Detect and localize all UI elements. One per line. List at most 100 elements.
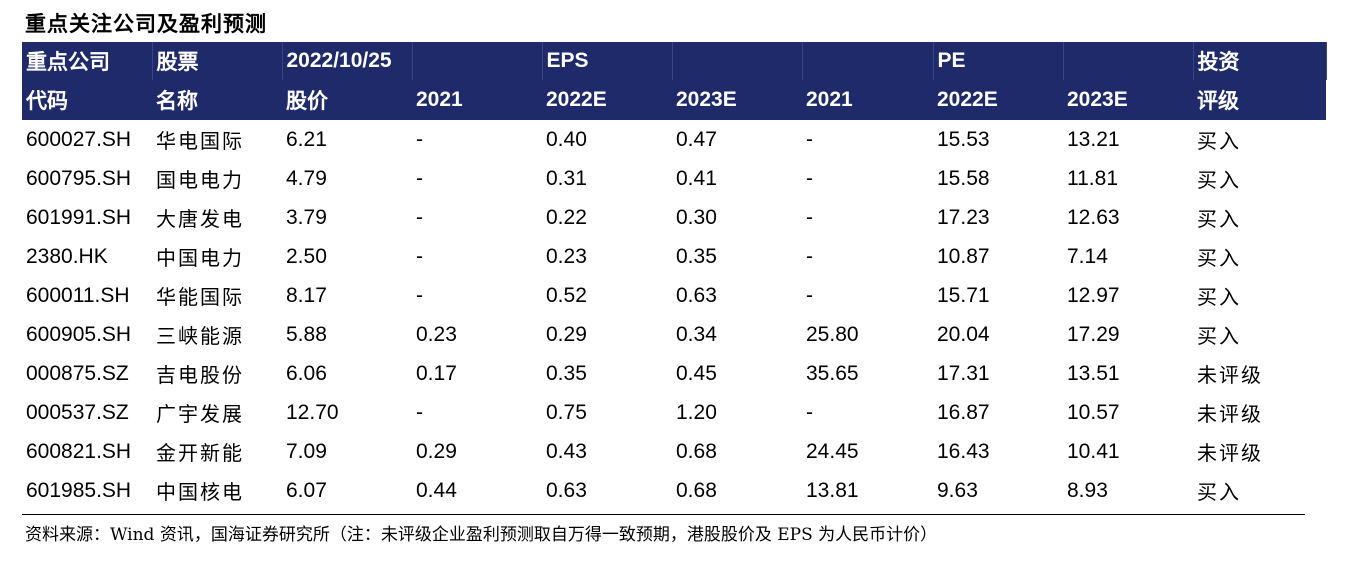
cell-eps-2023e: 0.35	[676, 244, 717, 268]
cell-price: 4.79	[286, 166, 327, 190]
cell-eps-2023e: 0.41	[676, 166, 717, 190]
cell-pe-2023e: 10.41	[1067, 439, 1120, 463]
source-note: 资料来源：Wind 资讯，国海证券研究所（注：未评级企业盈利预测取自万得一致预期…	[25, 525, 938, 545]
cell-name: 大唐发电	[156, 207, 244, 231]
cell-pe-2022e: 17.31	[937, 361, 990, 385]
cell-pe-2022e: 10.87	[937, 244, 990, 268]
cell-price: 6.07	[286, 478, 327, 502]
table-row: 000875.SZ 吉电股份 6.06 0.17 0.35 0.45 35.65 17.31 1…	[22, 354, 1326, 393]
cell-price: 6.06	[286, 361, 327, 385]
table-row: 2380.HK 中国电力 2.50 - 0.23 0.35 - 10.87 7.14 买入	[22, 237, 1326, 276]
cell-code: 2380.HK	[26, 244, 108, 268]
header-cell-rating: 评级	[1193, 80, 1326, 120]
cell-rating: 买入	[1197, 246, 1241, 270]
cell-pe-2021: -	[806, 166, 813, 190]
table-row: 600011.SH 华能国际 8.17 - 0.52 0.63 - 15.71 12.97 买入	[22, 276, 1326, 315]
cell-eps-2023e: 0.63	[676, 283, 717, 307]
cell-pe-2023e: 8.93	[1067, 478, 1108, 502]
cell-price: 6.21	[286, 127, 327, 151]
page-title: 重点关注公司及盈利预测	[25, 12, 267, 36]
header-cell-pe-2022e: 2022E	[933, 80, 1063, 120]
cell-pe-2021: 13.81	[806, 478, 859, 502]
header-row-2: 代码 名称 股价 2021 2022E 2023E 2021 2022E 2023E 评级	[22, 80, 1326, 120]
cell-eps-2021: -	[416, 127, 423, 151]
cell-price: 7.09	[286, 439, 327, 463]
cell-code: 600821.SH	[26, 439, 132, 463]
table-row: 601985.SH 中国核电 6.07 0.44 0.63 0.68 13.81 9.63 8.…	[22, 471, 1326, 510]
cell-pe-2023e: 12.97	[1067, 283, 1120, 307]
cell-eps-2023e: 0.47	[676, 127, 717, 151]
cell-pe-2023e: 10.57	[1067, 400, 1120, 424]
forecast-table: 重点公司 股票 2022/10/25 EPS PE 投资 代码 名称 股价 2021 2022E 2…	[22, 42, 1327, 510]
cell-price: 3.79	[286, 205, 327, 229]
cell-price: 8.17	[286, 283, 327, 307]
header-cell-price-top: 2022/10/25	[282, 42, 413, 80]
cell-pe-2023e: 13.51	[1067, 361, 1120, 385]
cell-rating: 买入	[1197, 168, 1241, 192]
cell-pe-2022e: 17.23	[937, 205, 990, 229]
cell-name: 三峡能源	[156, 324, 244, 348]
table-row: 600027.SH 华电国际 6.21 - 0.40 0.47 - 15.53 13.21 买入	[22, 120, 1326, 159]
forecast-table-container: 重点公司 股票 2022/10/25 EPS PE 投资 代码 名称 股价 2021 2022E 2…	[22, 42, 1327, 510]
cell-name: 华能国际	[156, 285, 244, 309]
table-row: 600821.SH 金开新能 7.09 0.29 0.43 0.68 24.45 16.43 1…	[22, 432, 1326, 471]
cell-pe-2021: -	[806, 127, 813, 151]
cell-price: 2.50	[286, 244, 327, 268]
cell-code: 600011.SH	[26, 283, 130, 307]
cell-rating: 买入	[1197, 285, 1241, 309]
header-cell-pe-2022e-top: PE	[933, 42, 1064, 80]
cell-price: 5.88	[286, 322, 327, 346]
cell-pe-2022e: 9.63	[937, 478, 978, 502]
cell-eps-2021: -	[416, 244, 423, 268]
table-row: 000537.SZ 广宇发展 12.70 - 0.75 1.20 - 16.87 10.57 未评…	[22, 393, 1326, 432]
cell-code: 601985.SH	[26, 478, 132, 502]
cell-name: 吉电股份	[156, 363, 244, 387]
header-cell-code: 代码	[22, 80, 152, 120]
cell-name: 华电国际	[156, 129, 244, 153]
cell-pe-2023e: 12.63	[1067, 205, 1120, 229]
cell-eps-2021: 0.29	[416, 439, 457, 463]
cell-pe-2023e: 13.21	[1067, 127, 1120, 151]
cell-name: 金开新能	[156, 441, 244, 465]
cell-pe-2023e: 17.29	[1067, 322, 1120, 346]
cell-eps-2022e: 0.29	[546, 322, 587, 346]
cell-pe-2021: -	[806, 400, 813, 424]
table-header: 重点公司 股票 2022/10/25 EPS PE 投资 代码 名称 股价 2021 2022E 2…	[22, 42, 1327, 120]
cell-pe-2022e: 15.71	[937, 283, 990, 307]
cell-eps-2023e: 1.20	[676, 400, 717, 424]
header-cell-pe-2021: 2021	[802, 80, 933, 120]
cell-eps-2023e: 0.45	[676, 361, 717, 385]
cell-pe-2021: -	[806, 205, 813, 229]
cell-eps-2022e: 0.23	[546, 244, 587, 268]
header-cell-eps-2023e-top	[672, 42, 803, 80]
cell-rating: 买入	[1197, 129, 1241, 153]
header-cell-code-top: 重点公司	[22, 42, 153, 80]
cell-pe-2021: 25.80	[806, 322, 859, 346]
table-row: 600795.SH 国电电力 4.79 - 0.31 0.41 - 15.58 11.81 买入	[22, 159, 1326, 198]
cell-rating: 买入	[1197, 207, 1241, 231]
cell-eps-2021: -	[416, 400, 423, 424]
cell-eps-2023e: 0.68	[676, 439, 717, 463]
table-row: 600905.SH 三峡能源 5.88 0.23 0.29 0.34 25.80 20.04 1…	[22, 315, 1326, 354]
cell-eps-2022e: 0.43	[546, 439, 587, 463]
cell-eps-2022e: 0.75	[546, 400, 587, 424]
cell-rating: 买入	[1197, 324, 1241, 348]
cell-eps-2021: -	[416, 283, 423, 307]
cell-eps-2021: -	[416, 166, 423, 190]
header-cell-eps-2022e: 2022E	[542, 80, 672, 120]
table-row: 601991.SH 大唐发电 3.79 - 0.22 0.30 - 17.23 12.63 买入	[22, 198, 1326, 237]
cell-name: 国电电力	[156, 168, 244, 192]
header-cell-eps-2022e-top: EPS	[542, 42, 673, 80]
cell-rating: 买入	[1197, 480, 1241, 504]
header-cell-eps-2021-top	[412, 42, 543, 80]
header-cell-eps-2023e: 2023E	[672, 80, 802, 120]
cell-pe-2021: 35.65	[806, 361, 859, 385]
bottom-rule	[22, 514, 1305, 515]
cell-eps-2022e: 0.40	[546, 127, 587, 151]
cell-pe-2022e: 16.87	[937, 400, 990, 424]
cell-price: 12.70	[286, 400, 339, 424]
cell-eps-2023e: 0.68	[676, 478, 717, 502]
cell-eps-2022e: 0.52	[546, 283, 587, 307]
header-cell-pe-2021-top	[802, 42, 934, 80]
header-cell-name: 名称	[152, 80, 282, 120]
